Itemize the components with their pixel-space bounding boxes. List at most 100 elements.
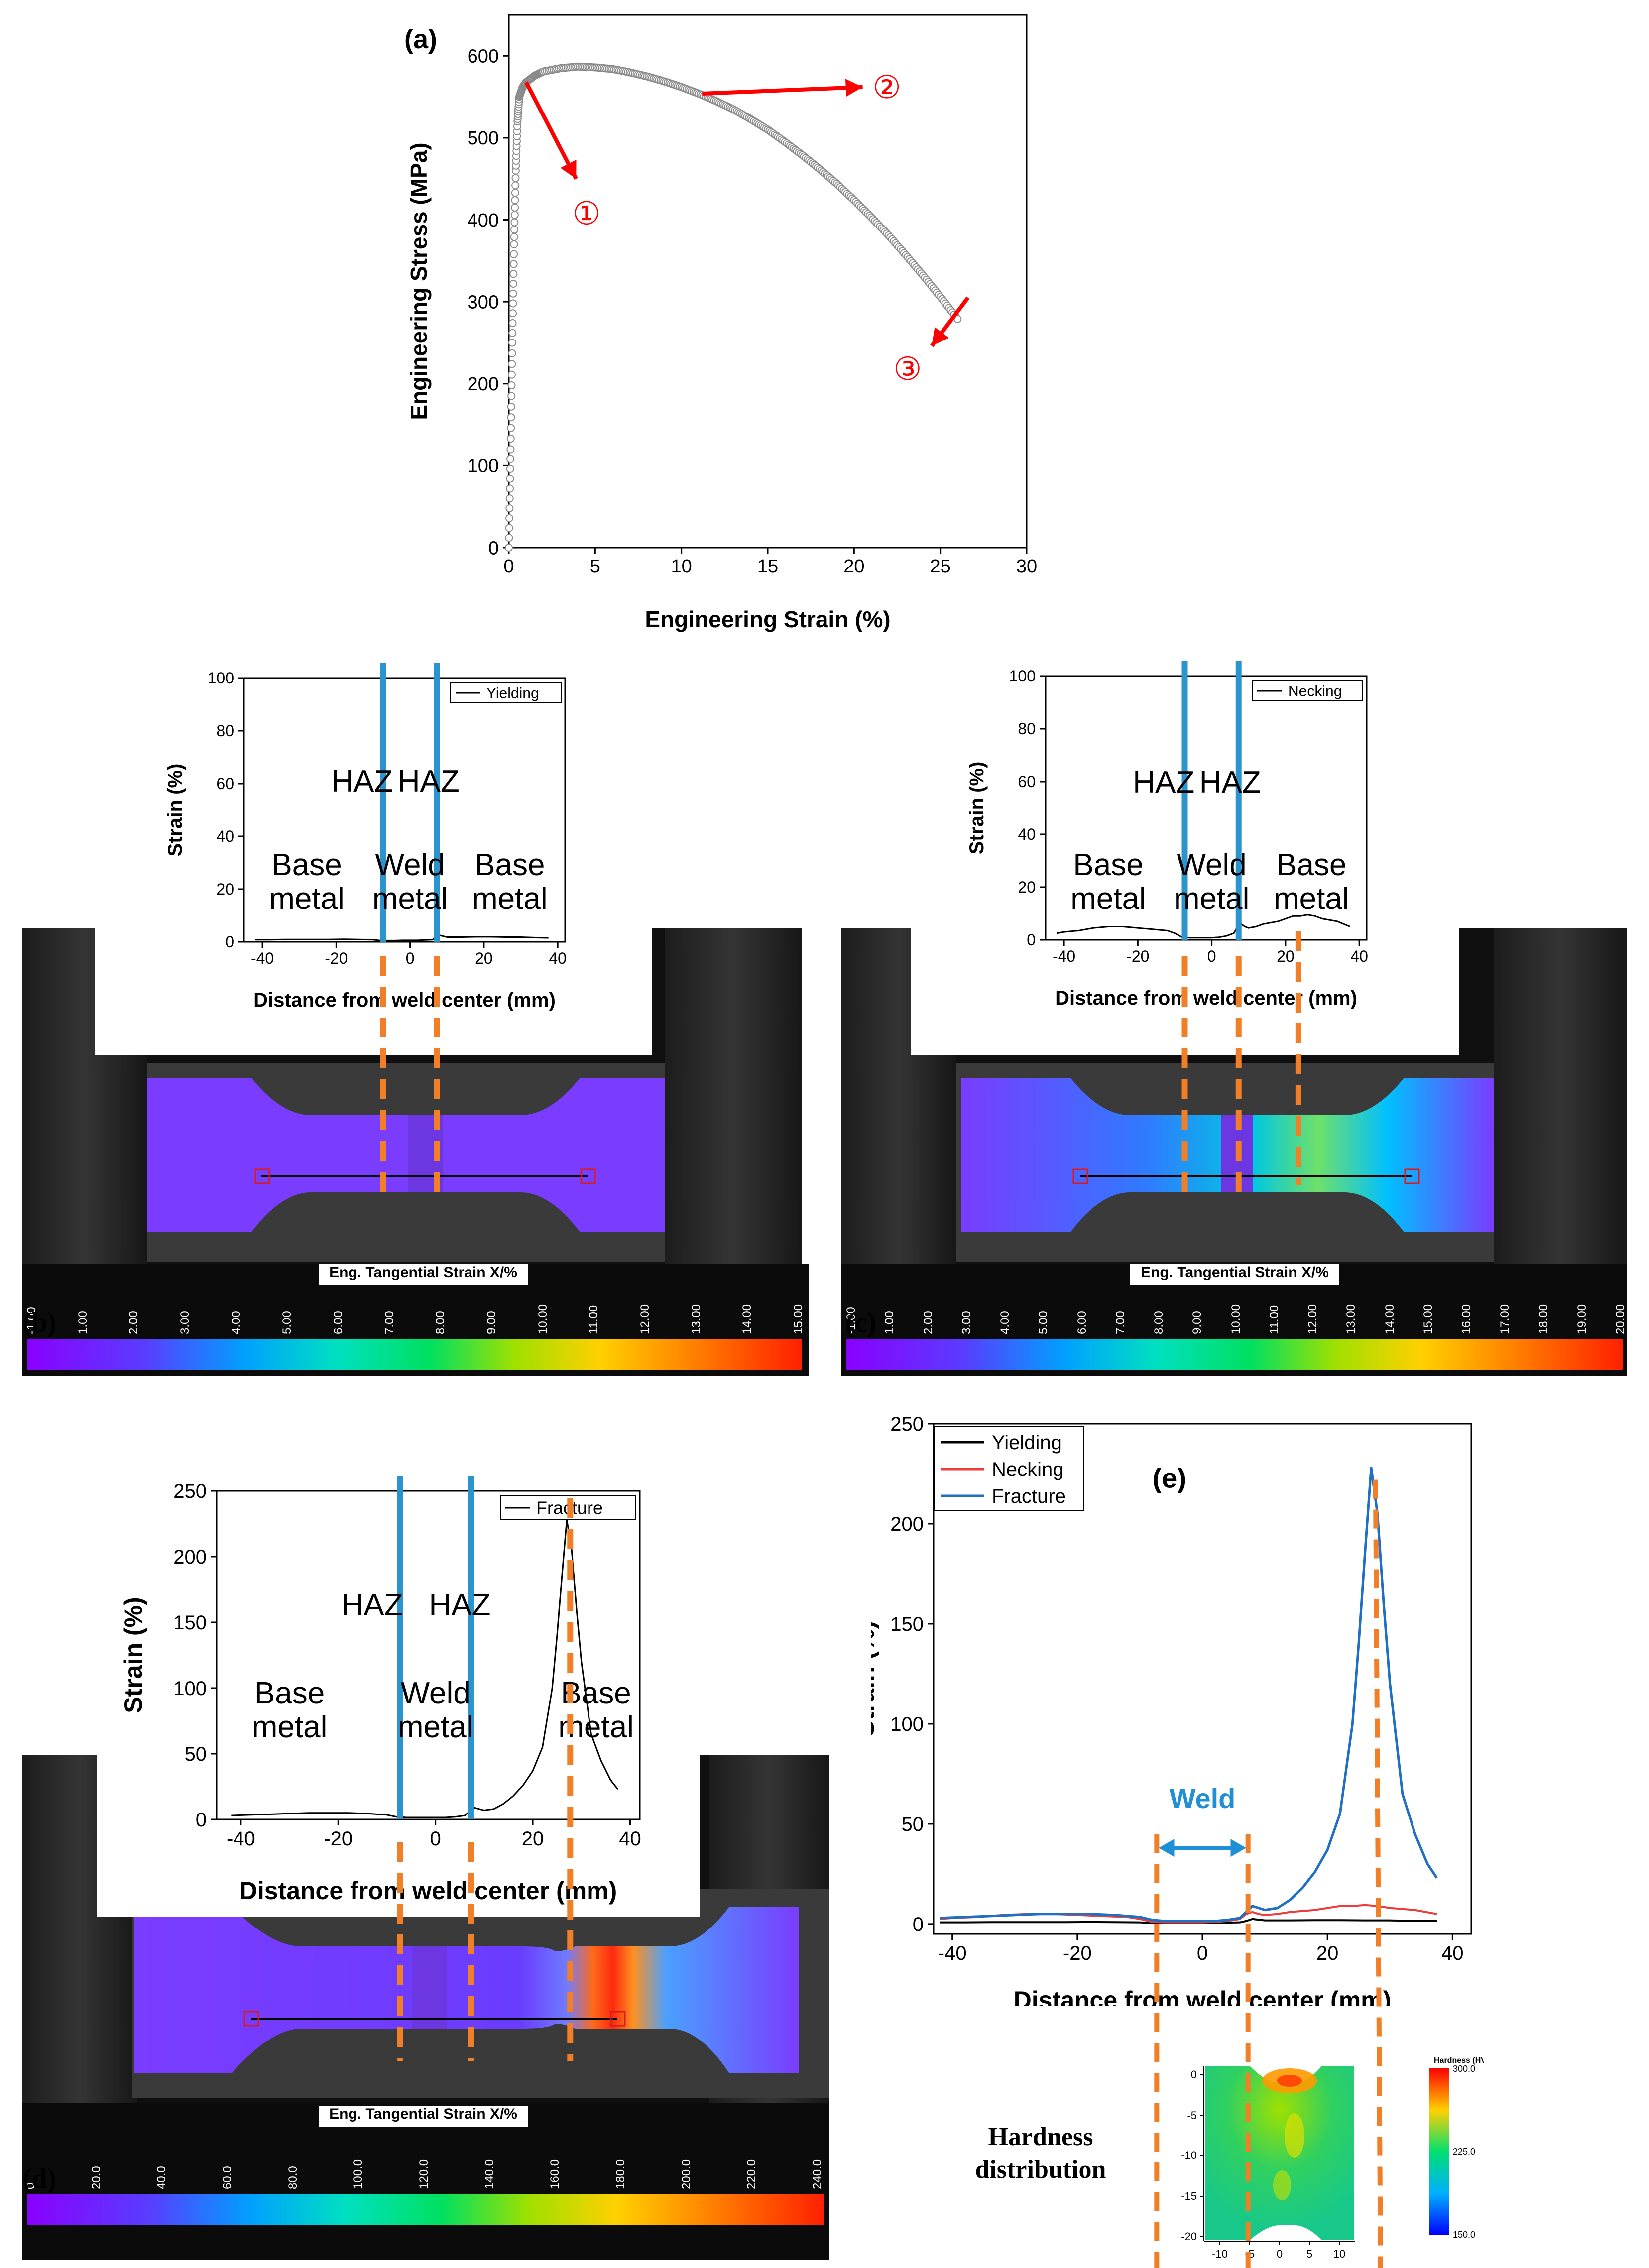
hardness-legend-max: 300.0: [1453, 2064, 1475, 2074]
x-tick-label: -20: [325, 949, 348, 967]
y-axis-label: Engineering Stress (MPa): [406, 142, 432, 420]
data-point: [508, 309, 517, 318]
colorbar-tick-label: 160.0: [548, 2159, 562, 2189]
plot-frame: [216, 1490, 641, 1820]
y-tick-label: 400: [468, 210, 499, 231]
y-axis-label: Strain (%): [966, 762, 988, 855]
x-axis-label: Distance from weld center (mm): [1055, 987, 1357, 1009]
colorbar-tick-label: 4.00: [998, 1311, 1012, 1334]
hardness-legend-mid: 225.0: [1453, 2147, 1475, 2156]
colorbar-tick-label: 220.0: [745, 2159, 759, 2189]
x-tick-label: 0: [406, 949, 415, 967]
haz-label-right: HAZ: [1199, 765, 1261, 799]
x-tick-label: 20: [1277, 947, 1295, 965]
colorbar-tick-label: 1.00: [883, 1311, 897, 1334]
data-point: [510, 218, 519, 227]
x-tick-label: 30: [1016, 556, 1037, 577]
specimen-c: [841, 928, 1627, 1264]
colorbar-tick-label: 20.0: [89, 2166, 103, 2189]
data-point: [510, 250, 518, 258]
hm-y-tick-label: -5: [1187, 2109, 1197, 2122]
legend-label: Yielding: [992, 1432, 1062, 1454]
x-tick-label: -20: [324, 1828, 353, 1850]
colorbar-tick-label: 100.0: [352, 2159, 365, 2189]
x-axis-label: Distance from weld center (mm): [253, 989, 556, 1011]
y-tick-label: 200: [890, 1513, 924, 1535]
colorbar-tick-label: 11.00: [1267, 1305, 1281, 1334]
colorbar-tick-label: 13.00: [1344, 1304, 1358, 1334]
colorbar-tick-label: 7.00: [382, 1311, 396, 1334]
data-point: [508, 339, 516, 347]
colorbar-tick-label: 13.00: [689, 1304, 703, 1334]
y-tick-label: 250: [890, 1413, 924, 1435]
base-metal-label: Base: [271, 848, 342, 882]
arrow-head: [1159, 1839, 1175, 1857]
weld-metal-label: metal: [398, 1710, 473, 1744]
colorbar-tick-label: 18.00: [1536, 1304, 1550, 1334]
colorbar-tick-label: 7.00: [1113, 1311, 1127, 1334]
annotation-arrow: [702, 85, 863, 96]
data-point: [510, 233, 518, 241]
x-tick-label: 40: [549, 949, 567, 967]
y-tick-label: 0: [225, 933, 234, 951]
hardness-legend-min: 150.0: [1453, 2230, 1475, 2240]
haz-label-left: HAZ: [1133, 765, 1194, 799]
data-point: [511, 203, 519, 212]
data-point: [507, 370, 516, 379]
colorbar-tick-label: 5.00: [1037, 1311, 1051, 1334]
x-tick-label: 40: [619, 1828, 641, 1850]
data-point: [507, 392, 516, 400]
data-point: [508, 329, 517, 337]
annotation-arrow: [524, 81, 578, 180]
x-tick-label: 25: [930, 556, 951, 577]
annotation-marker: ②: [873, 69, 901, 105]
y-tick-label: 100: [890, 1713, 924, 1735]
colorbar-b-title: Eng. Tangential Strain X/%: [319, 1264, 528, 1285]
hm-x-tick-label: 5: [1306, 2248, 1312, 2260]
colorbar-tick-label: 120.0: [417, 2159, 431, 2189]
x-axis-label: Engineering Strain (%): [645, 606, 890, 632]
y-tick-label: 50: [185, 1743, 207, 1765]
base-metal-label: metal: [252, 1710, 328, 1744]
colorbar-tick-label: 12.00: [638, 1304, 652, 1334]
chart-b: -40 -20 0 20 40 0 20 40 60 80 100 Distance from wel…: [95, 657, 652, 1055]
arrow-head: [560, 159, 577, 179]
colorbar-tick-label: 8.00: [1152, 1311, 1166, 1334]
x-axis-label: Distance from weld center (mm): [1014, 1986, 1392, 2006]
hm-y-tick-label: -15: [1181, 2190, 1197, 2202]
base-metal-label: Base: [474, 848, 545, 882]
colorbar-tick-label: 8.00: [434, 1311, 448, 1334]
legend-label: Fracture: [536, 1498, 603, 1518]
colorbar-tick-label: 10.00: [1229, 1304, 1243, 1334]
hm-x-tick-label: 0: [1277, 2248, 1283, 2260]
data-point: [507, 381, 516, 390]
colorbar-c-title: Eng. Tangential Strain X/%: [1130, 1264, 1339, 1285]
hardness-legend-bar: [1429, 2068, 1449, 2235]
data-point: [508, 349, 516, 357]
colorbar-b-gradient: [27, 1339, 802, 1370]
y-tick-label: 50: [902, 1814, 924, 1835]
colorbar-c-gradient: [846, 1339, 1623, 1370]
hm-y-tick-label: -20: [1181, 2230, 1197, 2243]
colorbar-tick-label: 3.00: [178, 1311, 192, 1334]
data-point: [511, 189, 519, 197]
panel-label-c: (c): [845, 1307, 877, 1338]
data-point: [506, 455, 515, 463]
y-tick-label: 60: [216, 775, 234, 793]
y-tick-label: 0: [488, 538, 499, 559]
y-tick-label: 150: [173, 1612, 207, 1634]
y-tick-label: 200: [468, 374, 499, 395]
y-axis-label: Strain (%): [871, 1621, 879, 1737]
data-point: [510, 226, 519, 234]
y-tick-label: 40: [1018, 825, 1036, 843]
panel-label-e: (e): [1153, 1463, 1186, 1494]
hardness-caption-line1: Hardness: [988, 2123, 1093, 2151]
legend-label: Fracture: [992, 1485, 1066, 1507]
colorbar-d-title: Eng. Tangential Strain X/%: [319, 2106, 528, 2127]
x-tick-label: 5: [590, 556, 600, 577]
base-metal-label: Base: [254, 1676, 325, 1710]
arrow-head: [932, 327, 949, 346]
x-tick-label: 0: [1207, 947, 1216, 965]
annotation-marker: ①: [572, 195, 600, 231]
base-metal-label: metal: [1070, 882, 1146, 916]
